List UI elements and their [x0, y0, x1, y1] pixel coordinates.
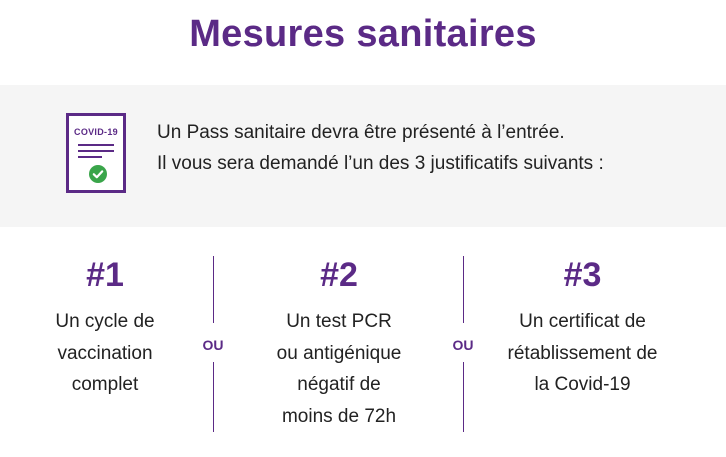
page-title: Mesures sanitaires: [189, 13, 537, 55]
separator-line: [463, 362, 464, 432]
option-line: Un cycle de: [55, 311, 155, 332]
separator-or: OU: [452, 337, 474, 353]
check-circle-icon: [89, 165, 107, 183]
separator-line: [213, 256, 214, 323]
option-number: #2: [320, 256, 358, 294]
option-3: #3 Un certificat de rétablissement de la…: [490, 250, 675, 401]
option-line: moins de 72h: [281, 405, 397, 427]
separator-or: OU: [202, 337, 224, 353]
option-description: Un certificat de rétablissement de la Co…: [490, 306, 675, 401]
option-2: #2 Un test PCR ou antigénique négatif de…: [254, 250, 424, 432]
option-description: Un test PCR ou antigénique négatif de mo…: [254, 306, 424, 432]
banner-line-2: Il vous sera demandé l’un des 3 justific…: [157, 153, 604, 174]
separator-line: [463, 256, 464, 323]
option-line: la Covid-19: [534, 374, 631, 395]
banner-line-1: Un Pass sanitaire devra être présenté à …: [157, 122, 565, 143]
covid-pass-document-icon: COVID-19: [66, 113, 126, 193]
option-line: vaccination: [57, 342, 153, 364]
option-line: complet: [71, 374, 139, 395]
option-line: Un test PCR: [286, 311, 392, 332]
option-line: négatif de: [297, 374, 381, 395]
info-banner: COVID-19 Un Pass sanitaire devra être pr…: [0, 85, 726, 227]
document-line: [78, 144, 114, 146]
banner-text: Un Pass sanitaire devra être présenté à …: [157, 117, 604, 179]
option-1: #1 Un cycle de vaccination complet: [30, 250, 180, 401]
document-line: [78, 150, 114, 152]
option-number: #1: [86, 256, 124, 294]
option-line: ou antigénique: [276, 342, 402, 364]
option-line: Un certificat de: [519, 311, 646, 332]
option-number: #3: [563, 256, 602, 294]
separator-line: [213, 362, 214, 432]
document-line: [78, 156, 102, 158]
option-description: Un cycle de vaccination complet: [30, 306, 180, 401]
option-line: rétablissement de: [507, 342, 658, 364]
document-label: COVID-19: [74, 127, 118, 137]
